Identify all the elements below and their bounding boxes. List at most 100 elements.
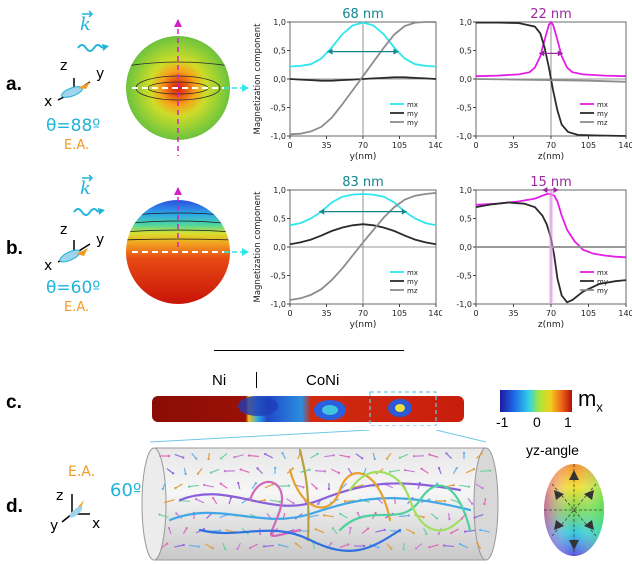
field-arrow-head <box>294 542 298 545</box>
y-tick-label: 0,0 <box>273 243 286 252</box>
field-arrow-head <box>347 543 350 546</box>
field-arrow-head <box>165 542 169 545</box>
y-tick-label: -1,0 <box>270 132 286 141</box>
field-arrow-head <box>455 466 458 470</box>
field-arrow-head <box>428 545 431 549</box>
width-arrow-head <box>539 50 545 57</box>
axes-icon <box>61 494 90 523</box>
x-tick-label: 140 <box>618 309 632 318</box>
sphere-b <box>126 187 249 304</box>
chart-a1: 0 35 70 105 140 1,0 0,5 0,0 -0,5 -1,0 y(nm) Magneti… <box>253 7 442 162</box>
y-tick-label: -0,5 <box>270 272 286 281</box>
field-arrow <box>429 544 439 548</box>
field-arrow-head <box>287 484 291 487</box>
field-arrow-head <box>211 546 214 550</box>
field-arrow <box>405 469 415 473</box>
field-arrow <box>330 468 340 474</box>
field-arrow-head <box>229 496 233 500</box>
field-arrow-head <box>249 546 252 550</box>
field-arrow-head <box>361 457 364 460</box>
field-arrow-head <box>184 472 187 476</box>
y-tick-label: 0,0 <box>459 75 472 84</box>
field-arrow-head <box>428 453 431 456</box>
field-arrow-head <box>448 517 451 521</box>
width-arrow-head <box>553 187 559 193</box>
field-arrow-head <box>219 482 222 485</box>
field-arrow-head <box>171 472 175 475</box>
field-arrow <box>355 453 363 459</box>
field-arrow-head <box>362 544 366 548</box>
field-arrow-head <box>473 516 476 519</box>
field-arrow-head <box>254 482 258 485</box>
x-tick-label: 105 <box>392 309 407 318</box>
field-arrow-head <box>316 452 319 456</box>
field-arrow <box>310 483 318 489</box>
field-arrow <box>159 514 169 518</box>
field-arrow <box>309 514 319 518</box>
width-annotation: 22 nm <box>530 7 572 22</box>
legend-label: mx <box>597 269 608 277</box>
legend-label: my <box>597 278 608 286</box>
y-tick-label: 1,0 <box>273 186 286 195</box>
width-arrow-head <box>542 187 548 193</box>
x-tick-label: 35 <box>321 309 331 318</box>
colorbar-tick: 1 <box>564 414 572 430</box>
chart-b2: 0 35 70 105 140 1,0 0,5 0,0 -0,5 -1,0 z(nm) 15 nm mx… <box>456 175 632 330</box>
field-arrow <box>415 543 423 549</box>
series-line-my <box>289 76 437 82</box>
field-arrow-head <box>462 451 466 455</box>
legend-label: mx <box>407 101 418 109</box>
field-arrow <box>264 483 274 489</box>
x-tick-label: 105 <box>581 309 596 318</box>
field-arrow <box>354 484 364 488</box>
field-arrow-head <box>167 526 171 530</box>
x-tick-label: 35 <box>508 309 518 318</box>
field-arrow-head <box>194 497 198 501</box>
y-tick-label: 0,5 <box>459 215 472 224</box>
sphere-a <box>126 19 249 156</box>
field-arrow <box>189 544 199 548</box>
field-arrow-head <box>236 481 240 485</box>
field-arrow <box>324 514 334 518</box>
axes-triad-a: z y x <box>40 58 112 118</box>
field-arrow-head <box>425 532 428 536</box>
axes-triad-b: z y x <box>40 220 112 280</box>
field-arrow-head <box>428 498 431 501</box>
field-arrow-head <box>314 528 318 531</box>
field-arrow <box>324 454 334 458</box>
field-arrow-head <box>402 547 405 551</box>
ni-coni-boundary-mark <box>256 372 257 388</box>
field-arrow <box>475 453 483 459</box>
y-tick-label: 1,0 <box>273 18 286 27</box>
field-arrow-head <box>175 512 178 515</box>
yz-angle-colorwheel <box>544 464 604 556</box>
chart-b1: 0 35 70 105 140 1,0 0,5 0,0 -0,5 -1,0 y(nm) Magneti… <box>253 175 442 330</box>
colorbar-tick: 0 <box>533 414 541 430</box>
x-tick-label: 35 <box>508 141 518 150</box>
x-tick-label: 70 <box>546 309 556 318</box>
field-arrow <box>465 468 475 474</box>
field-arrow-head <box>322 514 326 517</box>
x-tick-label: 105 <box>581 141 596 150</box>
field-arrow-head <box>412 455 416 458</box>
field-arrow-head <box>256 467 259 470</box>
field-arrow-head <box>263 498 267 502</box>
field-arrow <box>315 528 325 534</box>
theta-a: θ=88º <box>46 116 101 136</box>
y-tick-label: 0,5 <box>273 215 286 224</box>
field-arrow-head <box>398 456 402 459</box>
y-tick-label: -1,0 <box>456 132 472 141</box>
series-line-mx <box>289 193 437 227</box>
field-arrow <box>286 498 294 504</box>
field-arrow-head <box>292 501 295 505</box>
field-arrow-head <box>212 496 215 500</box>
field-arrow-head <box>262 545 266 548</box>
field-arrow-head <box>343 500 347 503</box>
field-arrow-head <box>308 468 311 471</box>
field-arrow <box>220 483 228 489</box>
field-arrow <box>399 453 409 459</box>
y-tick-label: 1,0 <box>459 186 472 195</box>
field-arrow-head <box>385 457 389 460</box>
y-tick-label: 0,5 <box>273 47 286 56</box>
yz-angle-label: yz-angle <box>526 442 579 458</box>
